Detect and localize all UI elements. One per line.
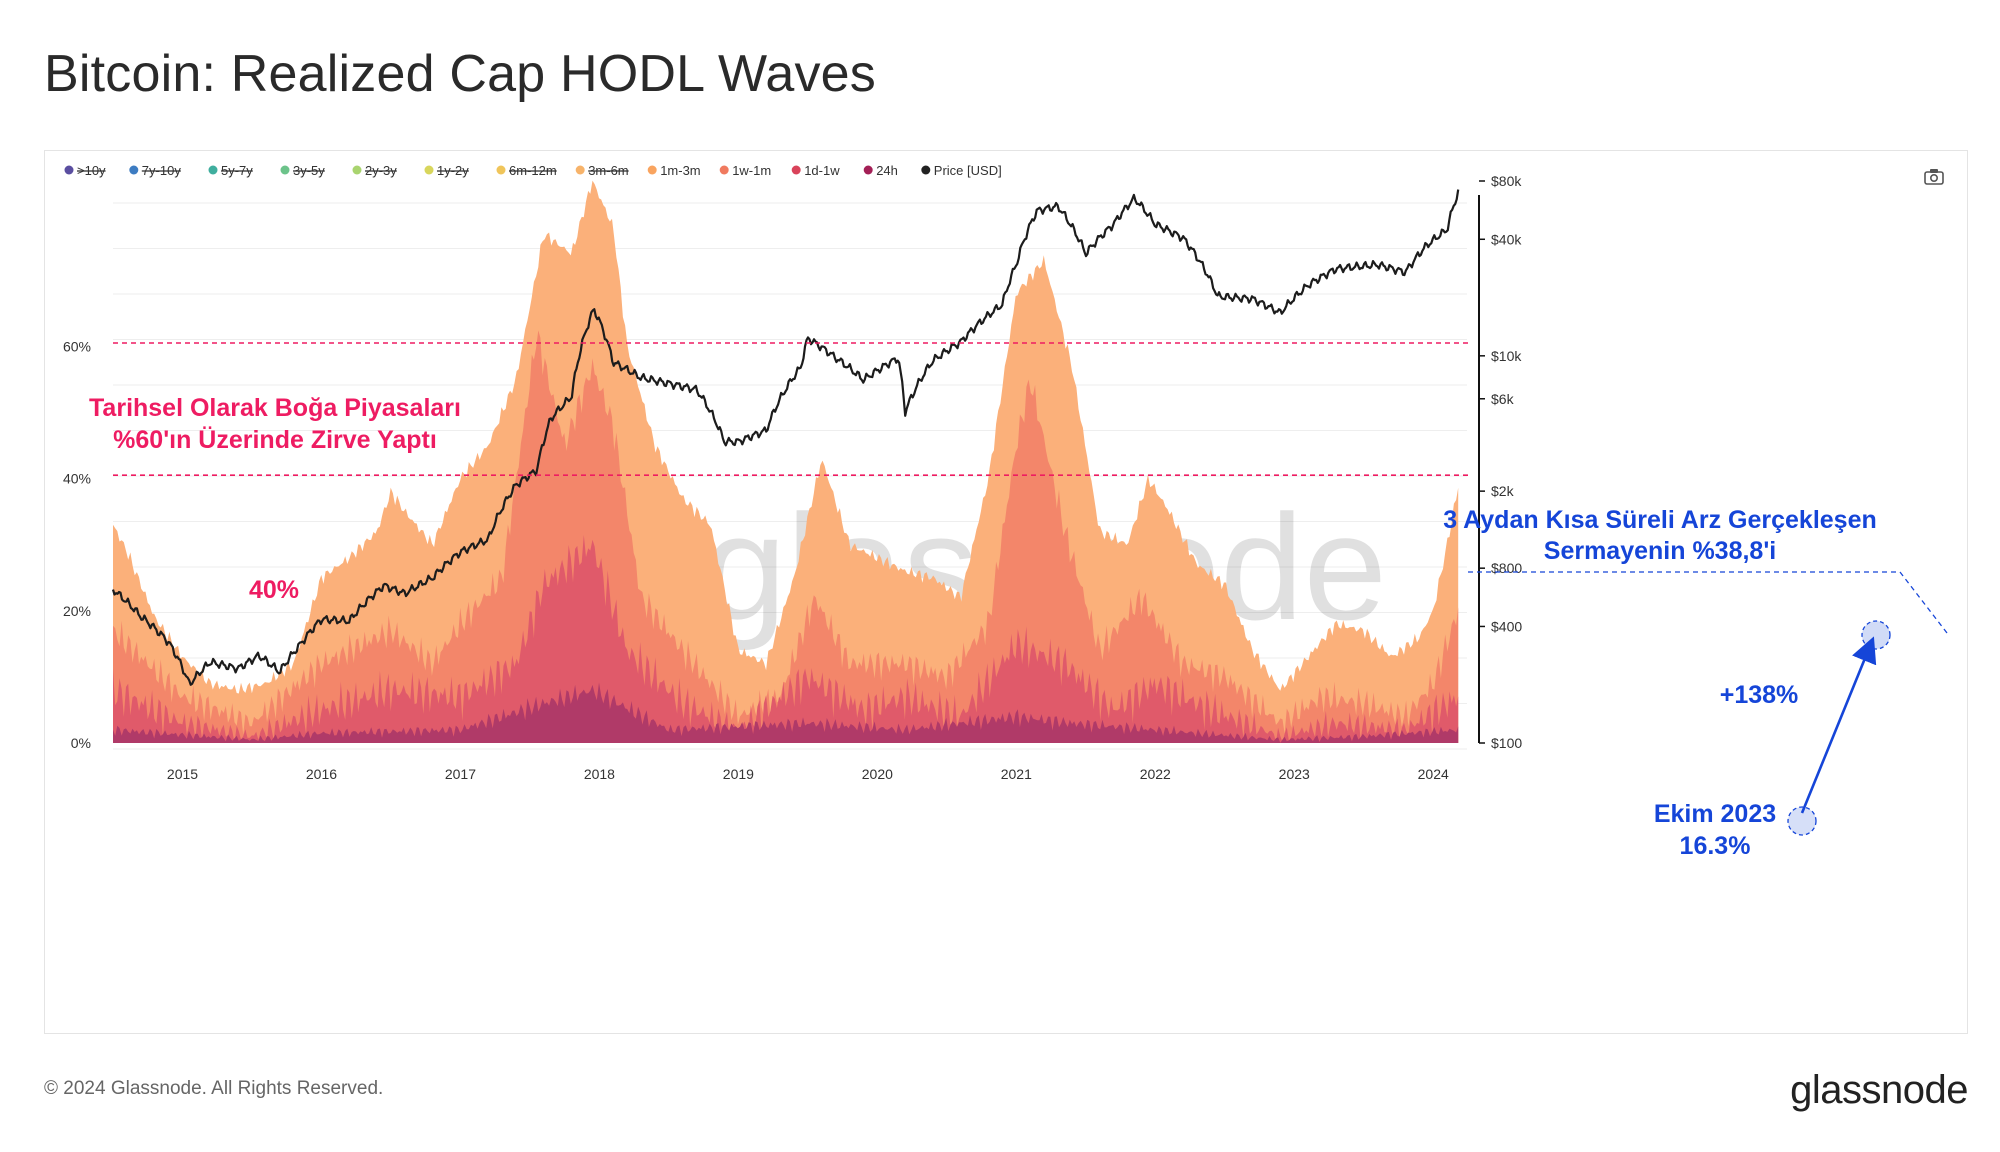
legend-item-1w-1m[interactable]: 1w-1m <box>719 163 772 178</box>
short-term-supply-annotation: 3 Aydan Kısa Süreli Arz Gerçekleşen Serm… <box>1443 506 1877 565</box>
legend-dot <box>280 165 290 175</box>
x-tick-label: 2017 <box>445 766 476 782</box>
x-tick-label: 2015 <box>167 766 198 782</box>
bull-peaks-annotation: Tarihsel Olarak Boğa Piyasaları %60'ın Ü… <box>89 394 461 454</box>
legend-item-24h[interactable]: 24h <box>863 163 898 178</box>
legend-label: 1w-1m <box>732 163 771 178</box>
legend-label: 1d-1w <box>804 163 840 178</box>
legend-label: Price [USD] <box>934 163 1002 178</box>
right-tick-label: $100 <box>1491 735 1522 751</box>
current-value-marker <box>1861 620 1891 650</box>
x-tick-label: 2024 <box>1418 766 1449 782</box>
x-tick-label: 2019 <box>723 766 754 782</box>
legend-label: 3y-5y <box>293 163 325 178</box>
legend-item-3m-6m[interactable]: 3m-6m <box>575 163 629 178</box>
legend-label: 24h <box>876 163 898 178</box>
legend-dot <box>496 165 506 175</box>
legend-item-2y-3y[interactable]: 2y-3y <box>352 163 398 178</box>
legend-dot <box>863 165 873 175</box>
legend-item-5y-7y[interactable]: 5y-7y <box>208 163 254 178</box>
chart-panel: >10y 7y-10y 5y-7y 3y-5y 2y-3y 1y-2y 6m-12m 3m-6… <box>44 150 1968 1034</box>
axes: 0% 20% 40% 60% $100 $400 $800 $2k $6k $10k $40k $80… <box>63 173 1522 782</box>
legend-dot <box>719 165 729 175</box>
legend-label: >10y <box>77 163 106 178</box>
legend-dot <box>791 165 801 175</box>
right-tick-label: $6k <box>1491 391 1515 407</box>
legend: >10y 7y-10y 5y-7y 3y-5y 2y-3y 1y-2y 6m-12m 3m-6… <box>64 163 1002 178</box>
right-tick-label: $10k <box>1491 348 1522 364</box>
legend-label: 7y-10y <box>142 163 182 178</box>
legend-item-price-usd-[interactable]: Price [USD] <box>921 163 1002 178</box>
x-tick-label: 2021 <box>1001 766 1032 782</box>
legend-item-1d-1w[interactable]: 1d-1w <box>791 163 841 178</box>
x-tick-label: 2018 <box>584 766 615 782</box>
left-tick-label: 20% <box>63 603 91 619</box>
x-tick-label: 2016 <box>306 766 337 782</box>
price-line-group <box>111 189 1460 686</box>
page-title: Bitcoin: Realized Cap HODL Waves <box>44 45 876 103</box>
legend-dot <box>129 165 139 175</box>
left-tick-label: 0% <box>71 735 91 751</box>
short-term-supply-line-1: 3 Aydan Kısa Süreli Arz Gerçekleşen <box>1443 506 1877 534</box>
right-tick-label: $40k <box>1491 231 1522 247</box>
legend-item-7y-10y[interactable]: 7y-10y <box>129 163 181 178</box>
oct-2023-line-1: Ekim 2023 <box>1654 800 1776 828</box>
left-tick-label: 40% <box>63 471 91 487</box>
area-1m-3m <box>113 180 1459 744</box>
legend-item--10y[interactable]: >10y <box>64 163 107 178</box>
legend-dot <box>208 165 218 175</box>
right-tick-label: $80k <box>1491 173 1522 189</box>
legend-label: 1m-3m <box>660 163 700 178</box>
x-tick-label: 2023 <box>1279 766 1310 782</box>
right-tick-label: $2k <box>1491 483 1515 499</box>
area-1w-1m <box>113 330 1459 743</box>
legend-label: 2y-3y <box>365 163 397 178</box>
oct-2023-annotation: Ekim 2023 16.3% <box>1654 800 1776 860</box>
legend-dot <box>647 165 657 175</box>
camera-icon[interactable] <box>1924 169 1944 185</box>
bull-peaks-line-1: Tarihsel Olarak Boğa Piyasaları <box>89 394 461 422</box>
legend-dot <box>64 165 74 175</box>
legend-item-6m-12m[interactable]: 6m-12m <box>496 163 557 178</box>
brand-logo: glassnode <box>1790 1068 1968 1112</box>
legend-dot <box>424 165 434 175</box>
legend-label: 3m-6m <box>588 163 628 178</box>
legend-label: 5y-7y <box>221 163 253 178</box>
legend-label: 6m-12m <box>509 163 557 178</box>
right-tick-label: $400 <box>1491 618 1522 634</box>
oct-2023-marker <box>1787 806 1817 836</box>
hodl-wave-areas <box>113 180 1459 744</box>
x-tick-label: 2022 <box>1140 766 1171 782</box>
legend-item-1m-3m[interactable]: 1m-3m <box>647 163 701 178</box>
bull-peaks-line-2: %60'ın Üzerinde Zirve Yaptı <box>113 425 437 454</box>
legend-item-3y-5y[interactable]: 3y-5y <box>280 163 326 178</box>
price-line <box>111 189 1460 686</box>
left-tick-label: 60% <box>63 338 91 354</box>
oct-2023-line-2: 16.3% <box>1680 832 1751 860</box>
legend-dot <box>575 165 585 175</box>
right-tick-label: $800 <box>1491 560 1522 576</box>
callout-leader <box>1468 571 1948 634</box>
legend-item-1y-2y[interactable]: 1y-2y <box>424 163 470 178</box>
legend-dot <box>352 165 362 175</box>
reference-lines <box>113 342 1471 477</box>
growth-arrow <box>1800 636 1877 814</box>
area-24h <box>113 682 1459 743</box>
legend-label: 1y-2y <box>437 163 469 178</box>
legend-dot <box>921 165 931 175</box>
x-tick-label: 2020 <box>862 766 893 782</box>
short-term-supply-line-2: Sermayenin %38,8'i <box>1544 537 1776 565</box>
growth-label: +138% <box>1720 681 1799 709</box>
copyright-notice: © 2024 Glassnode. All Rights Reserved. <box>44 1078 384 1099</box>
level-40-label: 40% <box>249 576 299 604</box>
